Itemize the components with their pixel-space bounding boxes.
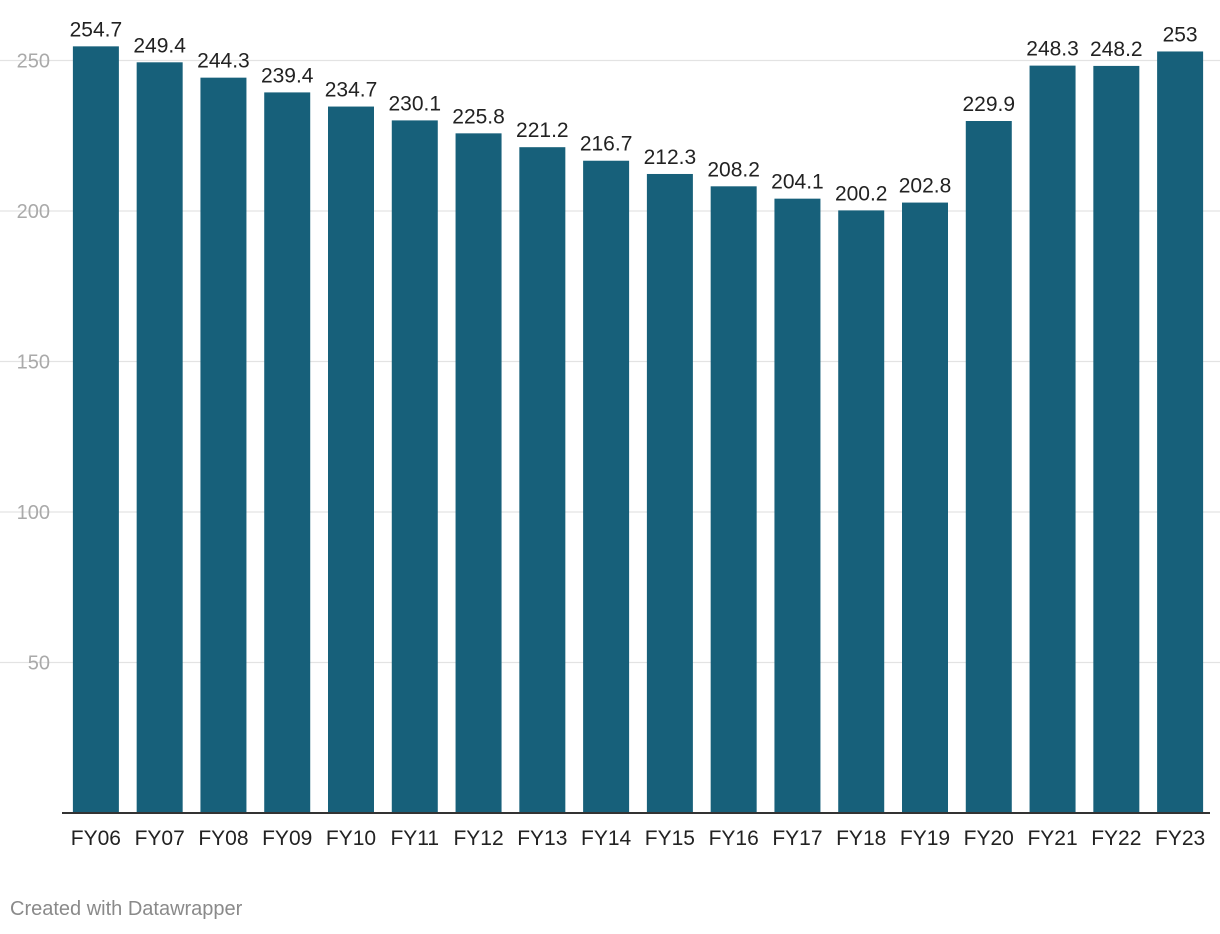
value-label: 244.3 xyxy=(197,50,250,73)
bar-fy10 xyxy=(328,106,374,814)
y-tick-label: 200 xyxy=(17,201,50,223)
value-label: 253 xyxy=(1163,23,1198,46)
bar-fy18 xyxy=(838,210,885,813)
x-tick-label: FY11 xyxy=(390,827,439,850)
x-tick-label: FY14 xyxy=(581,827,632,850)
value-label: 202.8 xyxy=(899,175,952,198)
bar-fy09 xyxy=(264,92,311,813)
x-tick-label: FY23 xyxy=(1155,827,1205,850)
x-tick-label: FY19 xyxy=(900,827,950,850)
y-axis-ticks: 50 100 150 200 250 xyxy=(17,51,50,675)
bar-fy23 xyxy=(1157,51,1204,814)
bar-fy13 xyxy=(519,147,566,814)
value-labels: 254.7 249.4 244.3 239.4 234.7 230.1 225.8 221.2… xyxy=(70,18,1198,205)
bars xyxy=(72,46,1204,814)
bar-fy12 xyxy=(455,133,502,814)
x-tick-label: FY17 xyxy=(772,827,822,850)
value-label: 248.3 xyxy=(1026,38,1079,61)
x-tick-label: FY09 xyxy=(262,827,312,850)
x-tick-label: FY08 xyxy=(198,827,248,850)
bar-fy17 xyxy=(774,198,821,813)
bar-fy07 xyxy=(136,62,183,813)
bar-fy21 xyxy=(1029,65,1076,813)
bar-fy16 xyxy=(710,186,757,813)
x-tick-label: FY10 xyxy=(326,827,376,850)
value-label: 234.7 xyxy=(325,79,378,102)
x-tick-label: FY06 xyxy=(71,827,121,850)
chart: 50 100 150 200 250 254.7 249.4 244.3 239.4 234.7… xyxy=(0,18,1220,850)
y-tick-label: 100 xyxy=(17,502,50,524)
x-tick-label: FY13 xyxy=(517,827,567,850)
credit-text: Created with Datawrapper xyxy=(10,898,243,920)
x-tick-label: FY21 xyxy=(1027,827,1077,850)
value-label: 208.2 xyxy=(707,158,760,181)
value-label: 204.1 xyxy=(771,171,824,194)
x-tick-label: FY18 xyxy=(836,827,886,850)
y-tick-label: 250 xyxy=(17,51,50,73)
x-tick-label: FY07 xyxy=(135,827,185,850)
value-label: 212.3 xyxy=(644,146,697,169)
value-label: 254.7 xyxy=(70,18,123,41)
bar-chart: 50 100 150 200 250 254.7 249.4 244.3 239.4 234.7… xyxy=(0,18,1220,850)
bar-fy08 xyxy=(200,77,247,814)
bar-fy15 xyxy=(646,173,693,814)
value-label: 225.8 xyxy=(452,105,505,128)
y-tick-label: 150 xyxy=(17,352,50,374)
x-tick-label: FY16 xyxy=(709,827,759,850)
value-label: 221.2 xyxy=(516,119,569,142)
bar-fy11 xyxy=(391,120,438,814)
value-label: 200.2 xyxy=(835,182,888,205)
bar-fy19 xyxy=(902,202,948,813)
value-label: 216.7 xyxy=(580,133,633,156)
x-tick-label: FY12 xyxy=(453,827,503,850)
x-axis-ticks: FY06 FY07 FY08 FY09 FY10 FY11 FY12 FY13 FY14 FY15… xyxy=(71,827,1205,850)
y-tick-label: 50 xyxy=(28,653,50,675)
x-tick-label: FY15 xyxy=(645,827,695,850)
value-label: 230.1 xyxy=(388,92,441,115)
value-label: 239.4 xyxy=(261,64,314,87)
x-tick-label: FY20 xyxy=(964,827,1014,850)
bar-fy14 xyxy=(583,160,630,813)
value-label: 248.2 xyxy=(1090,38,1143,61)
value-label: 229.9 xyxy=(962,93,1015,116)
bar-fy22 xyxy=(1093,65,1140,814)
bar-fy20 xyxy=(965,121,1012,814)
x-tick-label: FY22 xyxy=(1091,827,1141,850)
value-label: 249.4 xyxy=(133,34,186,57)
bar-fy06 xyxy=(72,46,119,813)
